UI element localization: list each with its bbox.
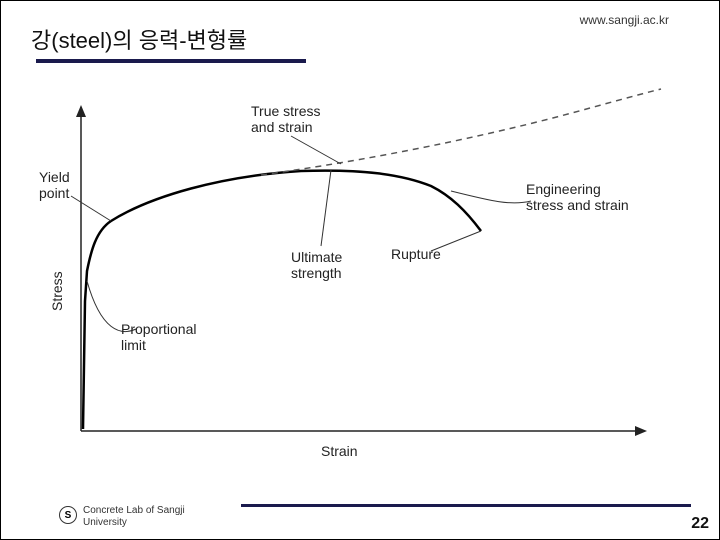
footer-divider <box>241 504 691 507</box>
footer-lab-line1: Concrete Lab of Sangji <box>83 505 185 516</box>
y-axis-label: Stress <box>49 271 65 311</box>
engineering-leader <box>451 191 531 203</box>
slide-title: 강(steel)의 응력-변형률 <box>31 23 247 55</box>
engineering-curve <box>83 171 481 429</box>
proportional-limit-label: Proportional limit <box>121 321 197 353</box>
stress-strain-chart: Stress Strain Yield point Proportional l… <box>21 71 701 471</box>
true-stress-leader <box>291 136 341 164</box>
x-axis-arrow <box>635 426 647 436</box>
ultimate-strength-label: Ultimate strength <box>291 249 342 281</box>
title-underline <box>36 59 306 63</box>
chart-svg <box>21 71 701 471</box>
footer-lab-text: Concrete Lab of Sangji University <box>83 505 185 529</box>
header-url: www.sangji.ac.kr <box>580 13 669 27</box>
y-axis-arrow <box>76 105 86 117</box>
ultimate-leader <box>321 170 331 246</box>
rupture-label: Rupture <box>391 246 441 262</box>
true-stress-curve <box>261 89 661 175</box>
slide-title-block: 강(steel)의 응력-변형률 <box>31 23 247 55</box>
footer-lab-line2: University <box>83 517 127 528</box>
true-stress-label: True stress and strain <box>251 103 321 135</box>
engineering-label: Engineering stress and strain <box>526 181 629 213</box>
x-axis-label: Strain <box>321 443 358 459</box>
yield-leader <box>71 196 111 221</box>
yield-point-label: Yield point <box>39 169 70 201</box>
page-number: 22 <box>691 515 709 533</box>
footer-logo-icon: S <box>59 506 77 524</box>
